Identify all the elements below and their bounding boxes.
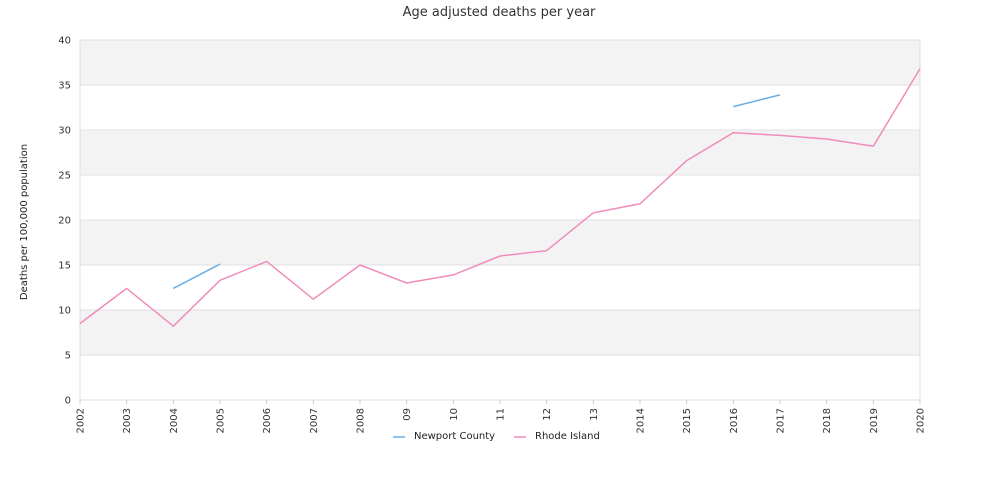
x-tick-label: 2018 <box>822 408 833 433</box>
grid-band <box>80 310 920 355</box>
x-tick-label: 10 <box>449 408 460 421</box>
x-tick-label: 2008 <box>356 408 367 433</box>
x-tick-label: 2005 <box>216 408 227 433</box>
y-axis-label: Deaths per 100,000 population <box>19 144 30 300</box>
x-tick-label: 2007 <box>309 408 320 433</box>
y-tick-label: 5 <box>65 351 71 362</box>
y-tick-label: 35 <box>58 81 71 92</box>
x-tick-label: 2016 <box>729 408 740 433</box>
grid-band <box>80 40 920 85</box>
x-tick-label: 2015 <box>682 408 693 433</box>
y-tick-label: 15 <box>58 261 71 272</box>
grid-band <box>80 220 920 265</box>
grid-band <box>80 355 920 400</box>
legend-label: Rhode Island <box>535 431 600 442</box>
x-tick-label: 2003 <box>122 408 133 433</box>
grid-bands <box>80 40 920 400</box>
x-tick-label: 2002 <box>76 408 87 433</box>
series-lines <box>79 68 921 327</box>
x-tick-label: 2017 <box>776 408 787 433</box>
x-tick-label: 2004 <box>169 408 180 433</box>
x-tick-label: 2006 <box>262 408 273 433</box>
grid-band <box>80 265 920 310</box>
x-tick-label: 2020 <box>916 408 927 433</box>
x-tick-label: 09 <box>402 408 413 421</box>
x-tick-label: 12 <box>542 408 553 421</box>
chart-title: Age adjusted deaths per year <box>403 5 596 20</box>
y-tick-label: 25 <box>58 171 71 182</box>
x-axis-ticks: 2002 2003 2004 2005 2006 2007 2008 09 10 11 12 13 20… <box>76 400 927 433</box>
grid-band <box>80 130 920 175</box>
legend: Newport County Rhode Island <box>393 431 600 442</box>
x-tick-label: 11 <box>496 408 507 421</box>
grid-band <box>80 85 920 130</box>
y-tick-label: 0 <box>65 396 71 407</box>
legend-label: Newport County <box>414 431 495 442</box>
y-tick-label: 20 <box>58 216 71 227</box>
y-tick-label: 40 <box>58 36 71 47</box>
y-axis-ticks: 0 5 10 15 20 25 30 35 40 <box>58 36 71 407</box>
x-tick-label: 13 <box>589 408 600 421</box>
y-tick-label: 10 <box>58 306 71 317</box>
grid-band <box>80 175 920 220</box>
x-tick-label: 2014 <box>636 408 647 433</box>
y-tick-label: 30 <box>58 126 71 137</box>
series-line-rhode-island <box>79 68 921 327</box>
x-tick-label: 2019 <box>869 408 880 433</box>
series-line-newport-county <box>172 94 781 290</box>
